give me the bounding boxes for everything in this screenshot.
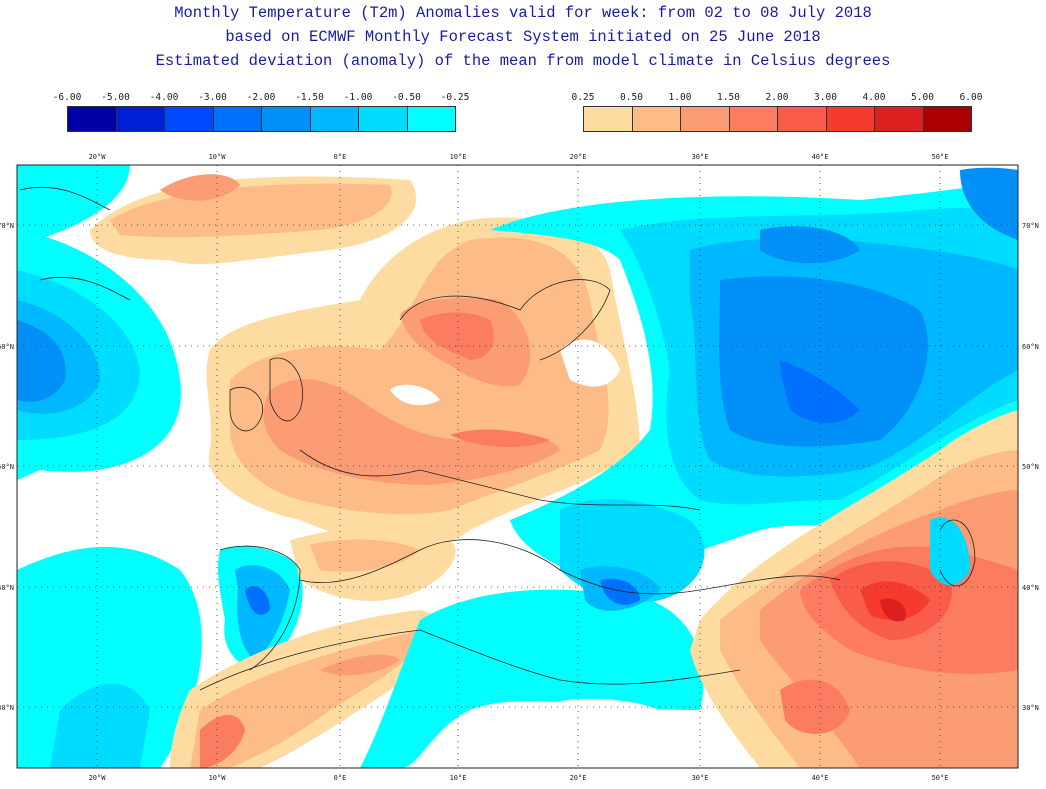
legend-swatch xyxy=(826,107,875,131)
legend-tick: -0.50 xyxy=(392,92,421,103)
legend-swatch xyxy=(729,107,778,131)
legend-tick: 4.00 xyxy=(862,92,886,103)
latitude-label: 30°N xyxy=(1022,704,1039,712)
graticule xyxy=(17,165,1018,768)
legend-swatch xyxy=(875,107,924,131)
longitude-label: 10°E xyxy=(450,153,467,161)
legend-swatch xyxy=(68,107,117,131)
legend-tick: 5.00 xyxy=(911,92,934,103)
longitude-label: 40°E xyxy=(812,153,829,161)
legend-swatch xyxy=(165,107,214,131)
latitude-label: 50°N xyxy=(0,463,14,471)
legend-tick: 2.00 xyxy=(765,92,789,103)
temperature-anomaly-map: 20°W 20°W 10°W 10°W 0°E 0°E 10°E 10°E 20°E 20°E 30… xyxy=(0,153,1039,782)
legend-tick: -2.00 xyxy=(246,92,276,103)
legend-tick: 0.25 xyxy=(571,92,595,103)
longitude-label: 50°E xyxy=(932,153,949,161)
legend-tick: 1.00 xyxy=(668,92,692,103)
legend-tick: -3.00 xyxy=(198,92,227,103)
title-line-2: based on ECMWF Monthly Forecast System i… xyxy=(225,28,821,46)
longitude-label: 10°W xyxy=(209,153,227,161)
legend-tick: -6.00 xyxy=(52,92,82,103)
latitude-label: 60°N xyxy=(1022,343,1039,351)
legend-swatch xyxy=(407,107,455,131)
longitude-label: 50°E xyxy=(932,774,949,782)
legend-swatch xyxy=(116,107,165,131)
latitude-label: 70°N xyxy=(0,222,14,230)
legend-swatch xyxy=(632,107,681,131)
latitude-label: 60°N xyxy=(0,343,14,351)
legend-tick: -1.50 xyxy=(295,92,324,103)
legend-swatch xyxy=(681,107,730,131)
legend-swatch xyxy=(213,107,262,131)
latitude-label: 30°N xyxy=(0,704,14,712)
latitude-label: 40°N xyxy=(0,584,14,592)
longitude-label: 10°E xyxy=(450,774,467,782)
longitude-label: 20°W xyxy=(89,153,107,161)
legend-tick: 6.00 xyxy=(959,92,983,103)
longitude-label: 0°E xyxy=(334,153,347,161)
legend-tick: -1.00 xyxy=(343,92,373,103)
legend-tick: 0.50 xyxy=(620,92,643,103)
longitude-label: 30°E xyxy=(692,774,709,782)
longitude-label: 30°E xyxy=(692,153,709,161)
anomaly-field xyxy=(17,165,1018,768)
map-frame xyxy=(16,164,1019,769)
latitude-label: 40°N xyxy=(1022,584,1039,592)
longitude-label: 20°E xyxy=(570,153,587,161)
longitude-label: 20°E xyxy=(570,774,587,782)
legend-tick: 3.00 xyxy=(814,92,837,103)
longitude-label: 40°E xyxy=(812,774,829,782)
longitude-label: 20°W xyxy=(89,774,107,782)
legend-tick: -4.00 xyxy=(149,92,179,103)
legend-swatch xyxy=(778,107,827,131)
latitude-label: 50°N xyxy=(1022,463,1039,471)
latitude-label: 70°N xyxy=(1022,222,1039,230)
title-line-1: Monthly Temperature (T2m) Anomalies vali… xyxy=(174,4,872,22)
legend-tick: -5.00 xyxy=(101,92,130,103)
title-line-3: Estimated deviation (anomaly) of the mea… xyxy=(155,52,891,70)
legend-swatch xyxy=(359,107,408,131)
legend-swatch xyxy=(310,107,359,131)
legend-swatch xyxy=(923,107,971,131)
legend-swatch xyxy=(262,107,311,131)
legend-swatch xyxy=(584,107,633,131)
coastlines xyxy=(19,186,976,691)
longitude-label: 10°W xyxy=(209,774,227,782)
legend-tick: 1.50 xyxy=(717,92,740,103)
longitude-label: 0°E xyxy=(334,774,347,782)
legend-tick: -0.25 xyxy=(440,92,470,103)
